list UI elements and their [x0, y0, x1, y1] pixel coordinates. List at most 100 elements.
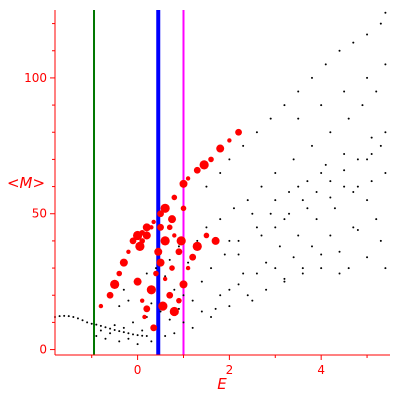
data-point [110, 279, 120, 289]
data-point [301, 272, 304, 275]
data-point [179, 280, 188, 289]
data-point [132, 333, 135, 336]
data-point [185, 265, 191, 271]
data-point [113, 324, 116, 327]
data-point [135, 241, 145, 251]
data-point [191, 326, 194, 329]
data-point [58, 315, 61, 318]
data-point [159, 310, 162, 313]
data-point [164, 275, 167, 278]
data-point [227, 138, 232, 143]
data-point [384, 11, 387, 14]
data-point [162, 276, 168, 282]
data-point [146, 285, 156, 295]
data-point [310, 245, 313, 248]
data-point [182, 321, 185, 324]
data-point [242, 272, 245, 275]
data-point [347, 267, 350, 270]
data-point [274, 199, 277, 202]
data-point [133, 277, 142, 286]
data-point [278, 245, 281, 248]
data-point [157, 210, 164, 218]
data-point [370, 136, 373, 139]
data-point [158, 301, 168, 311]
data-point [343, 185, 346, 188]
data-point [122, 331, 125, 334]
data-point [370, 180, 373, 183]
data-point [329, 180, 332, 183]
data-point [177, 307, 180, 310]
data-point [269, 117, 272, 120]
data-point [297, 234, 300, 237]
data-point [260, 185, 263, 188]
data-point [142, 231, 151, 240]
data-point [379, 22, 382, 25]
data-point [90, 322, 93, 325]
data-point [200, 280, 203, 283]
data-point [216, 144, 225, 153]
data-point [260, 234, 263, 237]
data-point [292, 158, 295, 161]
data-point [237, 283, 240, 286]
data-point [185, 176, 191, 181]
data-point [333, 207, 336, 210]
data-point [269, 212, 272, 215]
data-point [301, 267, 304, 270]
data-point [180, 205, 187, 212]
data-point [310, 144, 313, 147]
data-point [366, 33, 369, 36]
data-point [175, 248, 183, 256]
data-point [361, 104, 364, 107]
data-point [199, 160, 209, 170]
data-point [187, 261, 190, 264]
data-point [205, 226, 208, 229]
data-point [338, 272, 341, 275]
data-point [168, 215, 177, 224]
data-point [228, 239, 231, 242]
scatter-points [54, 11, 387, 346]
data-point [168, 258, 171, 261]
data-point [151, 219, 156, 225]
data-point [160, 203, 170, 213]
data-point [142, 223, 151, 232]
axes [54, 10, 390, 356]
data-point [169, 306, 179, 317]
data-point [191, 299, 194, 302]
data-point [347, 117, 350, 120]
data-point [116, 270, 123, 277]
data-point [246, 294, 249, 297]
data-point [356, 229, 359, 232]
data-point [306, 180, 309, 183]
data-point [320, 267, 323, 270]
data-point [343, 169, 346, 172]
data-point [179, 179, 188, 188]
y-tick-label: 100 [24, 71, 47, 85]
data-point [255, 226, 258, 229]
data-point [384, 131, 387, 134]
data-point [104, 337, 107, 340]
data-point [297, 185, 300, 188]
data-point [205, 185, 208, 188]
data-point [237, 239, 240, 242]
data-point [86, 321, 89, 324]
data-point [119, 258, 128, 267]
data-point [109, 332, 112, 335]
data-point [164, 334, 167, 337]
data-point [352, 226, 355, 229]
data-point [379, 144, 382, 147]
data-point [173, 288, 176, 291]
data-point [343, 90, 346, 93]
data-point [136, 334, 139, 337]
data-point [76, 317, 79, 320]
data-point [219, 171, 222, 174]
data-point [168, 318, 171, 321]
data-point [182, 294, 185, 297]
data-point [95, 334, 98, 337]
data-point [104, 326, 107, 329]
data-point [109, 327, 112, 330]
data-point [173, 332, 176, 335]
data-point [118, 340, 121, 343]
data-point [150, 302, 153, 305]
data-point [283, 277, 286, 280]
data-point [324, 163, 327, 166]
